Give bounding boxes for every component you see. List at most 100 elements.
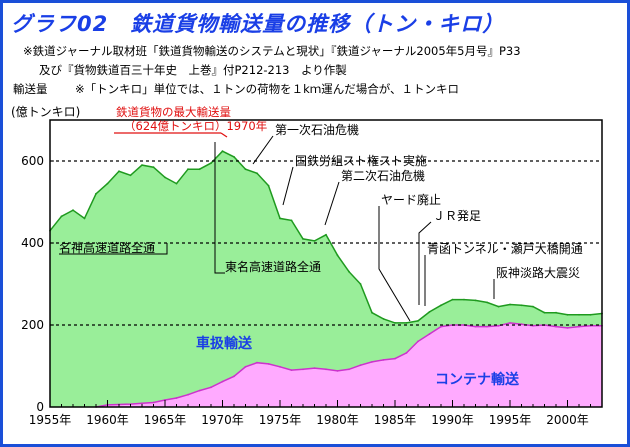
data-point-container: [313, 367, 316, 369]
y-axis-label: (億トンキロ): [11, 105, 80, 119]
annotation-label: 青函トンネル・瀬戸大橋開通: [427, 242, 583, 256]
data-point-container: [348, 368, 350, 371]
x-tick-label: 1980年: [316, 413, 359, 427]
data-point-container: [566, 327, 569, 329]
data-point-total: [210, 162, 212, 165]
x-tick-label: 1985年: [374, 413, 417, 427]
data-point-total: [129, 174, 132, 177]
annotation-label: （624億トンキロ）1970年: [124, 119, 267, 133]
x-tick-label: 1960年: [86, 413, 129, 427]
annotation-label: ＪＲ発足: [433, 209, 481, 223]
data-point-total: [428, 311, 431, 313]
data-point-total: [175, 182, 178, 185]
unit-label: 輸送量: [13, 82, 48, 96]
x-tick-label: 1955年: [29, 413, 72, 427]
annotation-label: 名神高速道路全通: [59, 240, 155, 255]
data-point-total: [532, 305, 534, 308]
peak-leader: [220, 132, 228, 138]
data-point-total: [95, 192, 97, 195]
data-point-container: [486, 325, 488, 328]
data-point-container: [405, 352, 408, 354]
data-point-container: [233, 375, 235, 378]
unit-note: ※「トンキロ」単位では、１トンの荷物を１kｍ運んだ場合が、１トンキロ: [75, 82, 460, 96]
source-note-2: 及び『貨物鉄道百三十年史 上巻』付P212-213 より作製: [39, 63, 347, 77]
data-point-total: [302, 238, 304, 240]
data-point-total: [267, 184, 270, 187]
data-point-total: [359, 283, 362, 285]
data-point-total: [198, 168, 201, 171]
data-point-container: [336, 370, 339, 372]
annotation-label: 国鉄労組スト権スト実施: [295, 153, 427, 168]
data-point-container: [359, 364, 362, 367]
data-point-total: [348, 270, 350, 273]
data-point-total: [83, 217, 86, 220]
y-tick-label: 400: [21, 236, 44, 250]
annotation-label: ヤード廃止: [381, 192, 441, 207]
chart-title: グラフ02 鉄道貨物輸送量の推移（トン・キロ）: [11, 12, 505, 36]
data-point-total: [497, 305, 500, 308]
data-point-container: [290, 369, 293, 371]
x-tick-label: 1995年: [489, 413, 532, 427]
data-point-container: [394, 357, 396, 360]
data-point-total: [555, 311, 557, 314]
data-point-container: [520, 323, 523, 326]
data-point-total: [463, 298, 465, 301]
data-point-total: [578, 313, 580, 316]
data-point-total: [106, 182, 109, 185]
data-point-total: [417, 320, 419, 322]
y-tick-label: 200: [21, 318, 44, 332]
annotation-label: 第一次石油危機: [275, 122, 359, 137]
data-point-total: [187, 168, 189, 171]
data-point-total: [486, 301, 488, 304]
data-point-total: [382, 318, 385, 320]
data-point-container: [555, 325, 557, 328]
data-point-total: [244, 168, 247, 171]
y-tick-label: 600: [21, 154, 44, 168]
x-tick-label: 1970年: [201, 413, 244, 427]
data-point-container: [175, 397, 178, 399]
freight-volume-chart: 0 200 400 600 1955年 1960年 1965年 1970年 1975年 1980年…: [11, 105, 603, 427]
data-point-total: [543, 311, 546, 314]
series-label-wagon: 車扱輸送: [196, 335, 253, 352]
data-point-total: [164, 176, 166, 179]
data-point-container: [279, 365, 281, 368]
data-point-total: [520, 304, 523, 307]
data-point-container: [244, 365, 247, 368]
data-point-total: [451, 298, 454, 301]
x-tick-label: 2000年: [546, 413, 589, 427]
annotation-label: 鉄道貨物の最大輸送量: [116, 105, 231, 119]
series-label-container: コンテナ輸送: [435, 371, 520, 388]
data-point-total: [141, 164, 143, 167]
annotation-leader: [214, 142, 225, 274]
data-point-container: [417, 340, 419, 343]
data-point-container: [141, 402, 143, 405]
data-point-total: [60, 215, 63, 218]
data-point-total: [394, 322, 396, 324]
data-point-container: [497, 324, 500, 327]
annotation-leader: [418, 221, 432, 305]
annotation-leader: [282, 166, 294, 206]
x-tick-label: 1990年: [431, 413, 474, 427]
x-tick-label: 1975年: [259, 413, 302, 427]
data-point-total: [509, 303, 511, 306]
data-point-total: [474, 299, 477, 302]
data-point-total: [233, 156, 235, 158]
data-point-total: [566, 313, 569, 316]
data-point-container: [187, 393, 189, 396]
data-point-container: [198, 389, 201, 392]
series-area-container: [96, 322, 602, 407]
data-point-total: [152, 166, 155, 169]
data-point-container: [474, 325, 477, 328]
data-point-container: [509, 322, 511, 324]
data-point-total: [118, 170, 120, 173]
data-point-container: [210, 386, 212, 389]
x-tick-label: 1965年: [144, 413, 187, 427]
source-note-1: ※鉄道ジャーナル取材班「鉄道貨物輸送のシステムと現状」『鉄道ジャーナル2005年…: [23, 44, 521, 58]
annotation-label: 東名高速道路全通: [225, 259, 321, 274]
data-point-total: [325, 233, 327, 236]
data-point-total: [279, 217, 281, 220]
data-point-container: [371, 361, 373, 363]
annotation-leader: [252, 135, 274, 165]
data-point-total: [221, 150, 224, 153]
data-point-total: [589, 313, 592, 316]
